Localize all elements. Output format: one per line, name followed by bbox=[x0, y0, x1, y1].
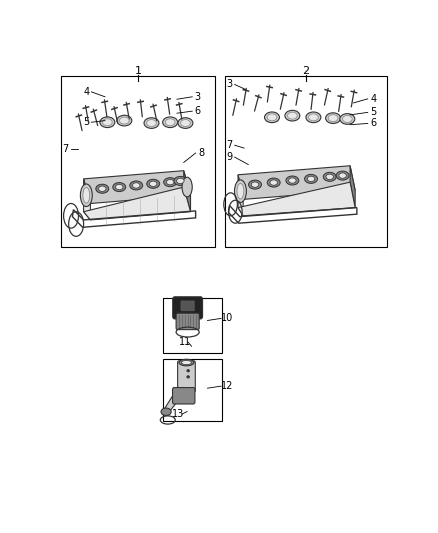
Text: 12: 12 bbox=[221, 381, 233, 391]
Text: 5: 5 bbox=[83, 117, 89, 127]
Ellipse shape bbox=[289, 178, 296, 183]
Ellipse shape bbox=[287, 112, 297, 119]
FancyBboxPatch shape bbox=[173, 297, 203, 319]
Bar bbox=[61, 76, 215, 247]
Bar bbox=[162, 298, 222, 353]
Text: 11: 11 bbox=[179, 337, 191, 347]
Ellipse shape bbox=[340, 114, 355, 124]
Text: 10: 10 bbox=[221, 313, 233, 324]
Ellipse shape bbox=[102, 119, 112, 126]
Text: 4: 4 bbox=[370, 94, 376, 104]
Ellipse shape bbox=[325, 113, 341, 124]
Ellipse shape bbox=[100, 117, 115, 127]
Ellipse shape bbox=[161, 408, 171, 416]
Polygon shape bbox=[84, 187, 191, 220]
Text: 9: 9 bbox=[226, 152, 233, 162]
Text: 1: 1 bbox=[134, 66, 141, 76]
Ellipse shape bbox=[116, 184, 123, 190]
Ellipse shape bbox=[237, 183, 244, 199]
FancyBboxPatch shape bbox=[180, 301, 195, 311]
Ellipse shape bbox=[174, 176, 187, 185]
Ellipse shape bbox=[308, 114, 318, 121]
Text: 6: 6 bbox=[194, 106, 200, 116]
Ellipse shape bbox=[285, 110, 300, 121]
Ellipse shape bbox=[165, 119, 175, 126]
Ellipse shape bbox=[306, 112, 321, 123]
Text: 7: 7 bbox=[226, 140, 233, 150]
Ellipse shape bbox=[149, 181, 157, 187]
Text: 13: 13 bbox=[172, 409, 184, 419]
Text: 8: 8 bbox=[199, 148, 205, 158]
Bar bbox=[225, 76, 387, 247]
Ellipse shape bbox=[132, 183, 140, 188]
Ellipse shape bbox=[187, 376, 190, 378]
Ellipse shape bbox=[99, 186, 106, 191]
Ellipse shape bbox=[336, 171, 349, 180]
Ellipse shape bbox=[286, 176, 299, 185]
Ellipse shape bbox=[120, 117, 129, 124]
Ellipse shape bbox=[147, 179, 159, 188]
Ellipse shape bbox=[113, 183, 126, 191]
Ellipse shape bbox=[177, 178, 184, 183]
Ellipse shape bbox=[117, 115, 132, 126]
Ellipse shape bbox=[328, 115, 338, 122]
Ellipse shape bbox=[147, 119, 156, 126]
Polygon shape bbox=[84, 179, 90, 220]
Polygon shape bbox=[238, 182, 355, 216]
Ellipse shape bbox=[323, 172, 336, 181]
Text: 5: 5 bbox=[370, 107, 376, 117]
Ellipse shape bbox=[265, 112, 279, 123]
Ellipse shape bbox=[267, 178, 280, 187]
Ellipse shape bbox=[234, 180, 246, 203]
Polygon shape bbox=[184, 171, 191, 212]
Ellipse shape bbox=[249, 180, 261, 189]
Ellipse shape bbox=[307, 176, 315, 182]
Ellipse shape bbox=[343, 116, 352, 123]
Ellipse shape bbox=[267, 114, 277, 121]
Text: 4: 4 bbox=[83, 87, 89, 97]
Ellipse shape bbox=[180, 119, 190, 126]
Text: 3: 3 bbox=[194, 92, 200, 102]
Ellipse shape bbox=[96, 184, 109, 193]
Ellipse shape bbox=[166, 180, 174, 185]
FancyBboxPatch shape bbox=[173, 387, 195, 404]
Ellipse shape bbox=[182, 177, 192, 197]
Ellipse shape bbox=[164, 177, 177, 187]
Polygon shape bbox=[164, 395, 177, 415]
Polygon shape bbox=[350, 166, 355, 207]
Ellipse shape bbox=[181, 360, 191, 365]
Ellipse shape bbox=[179, 359, 194, 366]
Ellipse shape bbox=[187, 369, 190, 372]
Ellipse shape bbox=[83, 188, 90, 203]
Ellipse shape bbox=[339, 173, 346, 178]
Text: 2: 2 bbox=[302, 66, 310, 76]
Polygon shape bbox=[238, 166, 355, 199]
Text: 3: 3 bbox=[226, 79, 233, 90]
Ellipse shape bbox=[304, 174, 318, 183]
Ellipse shape bbox=[81, 184, 92, 207]
Ellipse shape bbox=[270, 180, 277, 185]
Bar bbox=[162, 359, 222, 421]
Text: 7: 7 bbox=[62, 144, 68, 155]
Text: 6: 6 bbox=[370, 118, 376, 128]
Ellipse shape bbox=[130, 181, 143, 190]
Polygon shape bbox=[238, 175, 243, 216]
FancyBboxPatch shape bbox=[176, 313, 199, 329]
Ellipse shape bbox=[326, 174, 333, 180]
FancyBboxPatch shape bbox=[178, 361, 195, 392]
Polygon shape bbox=[84, 171, 191, 204]
Ellipse shape bbox=[144, 118, 159, 128]
Ellipse shape bbox=[178, 118, 193, 128]
Ellipse shape bbox=[251, 182, 259, 187]
Ellipse shape bbox=[162, 117, 178, 127]
